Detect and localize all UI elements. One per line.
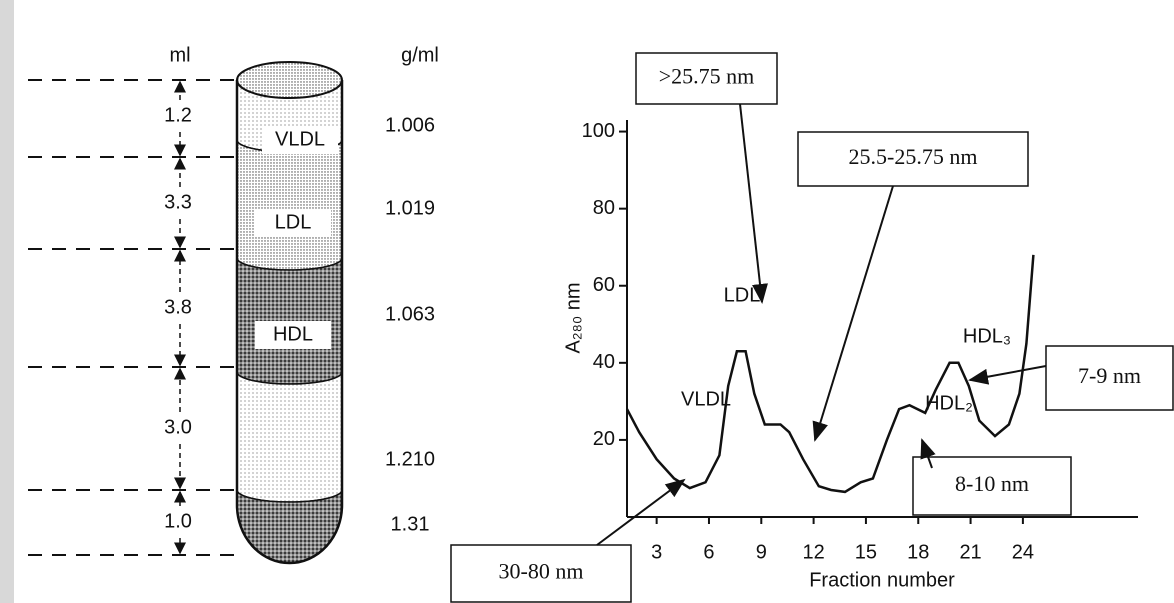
y-tick-label: 100 (582, 120, 615, 142)
volume-value: 3.8 (164, 296, 192, 318)
band-label: LDL (275, 211, 312, 233)
annotation-text: 7-9 nm (1078, 363, 1141, 388)
y-tick-label: 40 (593, 351, 615, 373)
volume-value: 1.0 (164, 510, 192, 532)
x-axis-label: Fraction number (809, 569, 955, 591)
peak-label: VLDL (681, 388, 731, 410)
chart: 20 40 60 80 100 3 6 9 12 15 18 21 24 Fraction number A… (451, 53, 1173, 602)
annotation-text: >25.75 nm (659, 64, 755, 89)
page: {"tube": { "volume_header": "ml", "densi… (0, 0, 1174, 603)
band-label: VLDL (275, 128, 325, 150)
volume-value: 3.0 (164, 416, 192, 438)
scan-edge (0, 0, 14, 603)
density-value: 1.31 (391, 513, 430, 535)
y-axis-label: A₂₈₀ nm (562, 282, 584, 353)
tube-band (237, 140, 342, 270)
volume-header: ml (169, 44, 190, 66)
x-tick-label: 9 (756, 541, 767, 563)
y-tick-label: 60 (593, 274, 615, 296)
x-tick-label: 15 (855, 541, 877, 563)
peak-label: HDL₂ (925, 392, 973, 414)
density-value: 1.210 (385, 448, 435, 470)
annotation-arrow (815, 186, 893, 440)
annotation-text: 30-80 nm (499, 559, 584, 584)
y-tick-label: 20 (593, 428, 615, 450)
x-tick-label: 24 (1012, 541, 1034, 563)
peak-label: HDL₃ (963, 325, 1011, 347)
x-tick-label: 12 (802, 541, 824, 563)
peak-label: LDL (724, 284, 761, 306)
tube-diagram: VLDL LDL HDL ml g/ml 1.2 3.3 3.8 3.0 1.0 1.006 1.01… (28, 44, 439, 563)
x-tick-label: 3 (651, 541, 662, 563)
annotation-text: 25.5-25.75 nm (849, 144, 978, 169)
y-tick-label: 80 (593, 197, 615, 219)
volume-value: 1.2 (164, 104, 192, 126)
density-value: 1.006 (385, 114, 435, 136)
x-tick-label: 18 (907, 541, 929, 563)
annotation-arrow (970, 366, 1046, 380)
density-value: 1.063 (385, 303, 435, 325)
x-tick-label: 6 (703, 541, 714, 563)
x-tick-label: 21 (959, 541, 981, 563)
annotation-text: 8-10 nm (955, 471, 1029, 496)
tube-band (237, 372, 342, 502)
figure: VLDL LDL HDL ml g/ml 1.2 3.3 3.8 3.0 1.0 1.006 1.01… (0, 0, 1174, 603)
band-label: HDL (273, 323, 313, 345)
volume-value: 3.3 (164, 191, 192, 213)
density-value: 1.019 (385, 197, 435, 219)
annotation-arrow (740, 104, 762, 302)
annotation-arrow (597, 480, 684, 545)
density-header: g/ml (401, 44, 439, 66)
tube-top (237, 62, 342, 98)
